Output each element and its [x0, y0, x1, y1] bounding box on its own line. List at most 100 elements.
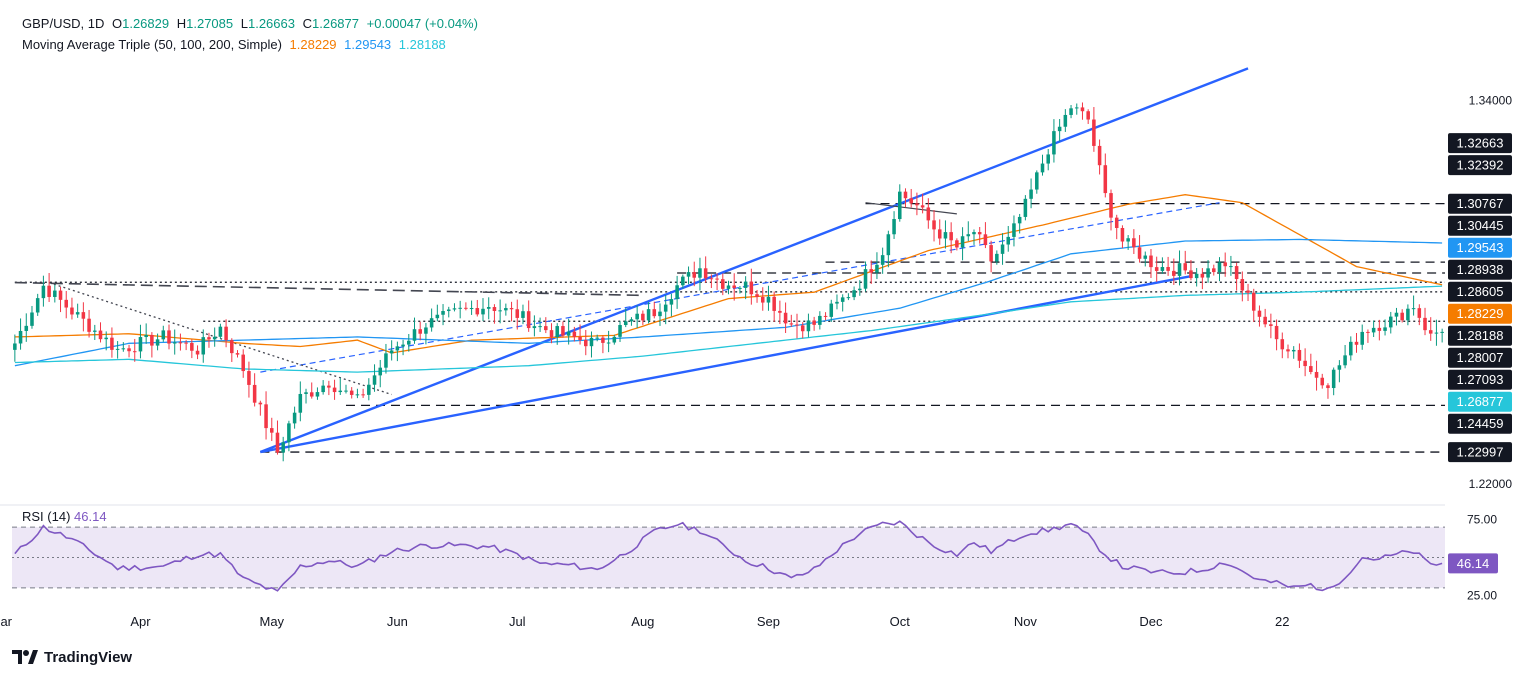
- footer-brand[interactable]: TradingView: [12, 648, 132, 666]
- candle-body: [355, 394, 360, 396]
- candle-body: [1132, 238, 1136, 248]
- candle-body: [349, 390, 354, 395]
- candle-body: [566, 331, 571, 336]
- candle-body: [367, 384, 371, 395]
- time-tick-label: May: [259, 614, 284, 629]
- candle-body: [1411, 308, 1416, 310]
- candle-body: [1069, 108, 1073, 115]
- candle-body: [829, 303, 834, 317]
- candle-body: [926, 207, 931, 221]
- rsi-tick-label: 75.00: [1467, 513, 1497, 527]
- candle-body: [18, 330, 23, 344]
- symbol-label[interactable]: GBP/USD, 1D: [22, 16, 105, 31]
- candle-body: [1240, 279, 1245, 291]
- price-label-box: [1448, 193, 1512, 214]
- candle-body: [852, 290, 856, 298]
- candle-body: [875, 264, 879, 273]
- candle-body: [321, 385, 325, 393]
- candle-body: [1428, 330, 1433, 334]
- candle-body: [287, 423, 291, 443]
- candle-body: [686, 272, 691, 277]
- candle-body: [47, 285, 51, 297]
- candle-body: [846, 297, 851, 299]
- candle-body: [880, 255, 885, 265]
- candle-body: [800, 325, 805, 332]
- candle-body: [304, 392, 308, 394]
- candle-body: [932, 220, 936, 230]
- candle-body: [538, 326, 542, 328]
- candle-body: [578, 336, 582, 340]
- candle-body: [1137, 247, 1142, 259]
- candle-body: [589, 337, 594, 347]
- candle-body: [943, 232, 948, 239]
- candle-body: [498, 310, 502, 312]
- candle-body: [1189, 270, 1193, 279]
- time-tick-label: Jul: [509, 614, 526, 629]
- candle-body: [1257, 310, 1262, 317]
- candle-body: [418, 329, 422, 334]
- price-label-box: [1448, 413, 1512, 434]
- candle-body: [1269, 324, 1273, 326]
- price-tick-label: 1.34000: [1469, 93, 1513, 107]
- candle-body: [35, 298, 40, 313]
- candle-body: [1423, 317, 1427, 331]
- time-axis[interactable]: Mar Apr May Jun Jul Aug Sep Oct Nov Dec 22: [0, 614, 1290, 629]
- candle-body: [909, 198, 913, 204]
- candle-body: [1166, 267, 1170, 271]
- candle-body: [892, 219, 896, 235]
- candle-body: [629, 319, 634, 322]
- candle-body: [1057, 126, 1062, 132]
- rsi-value-box: [1448, 553, 1498, 574]
- candle-body: [532, 326, 537, 329]
- candle-body: [332, 387, 337, 393]
- candle-body: [1383, 327, 1387, 331]
- time-tick-label: Dec: [1139, 614, 1163, 629]
- candle-body: [526, 311, 531, 329]
- trend-line: [865, 202, 957, 215]
- rsi-legend-value: 46.14: [74, 509, 107, 524]
- candle-body: [235, 353, 240, 355]
- candle-body: [658, 311, 662, 317]
- candle-body: [1286, 349, 1290, 352]
- candle-body: [475, 308, 480, 315]
- rsi-legend-label: RSI (14): [22, 509, 71, 524]
- candle-body: [53, 290, 57, 297]
- rsi-legend[interactable]: RSI (14) 46.14: [22, 509, 107, 524]
- rsi-tick-label: 25.00: [1467, 588, 1497, 602]
- rsi-value-label: 46.14: [1448, 553, 1498, 574]
- candle-body: [898, 191, 902, 220]
- price-label-box: [1448, 215, 1512, 236]
- candle-body: [1400, 312, 1404, 321]
- candle-body: [509, 308, 514, 310]
- candle-body: [378, 367, 383, 376]
- candle-body: [703, 268, 708, 279]
- price-label-box: [1448, 281, 1512, 302]
- candle-body: [1080, 107, 1085, 112]
- candle-body: [721, 279, 725, 289]
- open-key: O: [111, 16, 123, 31]
- time-tick-label: Jun: [387, 614, 408, 629]
- candle-body: [738, 287, 742, 289]
- rsi-axis[interactable]: 75.00 25.00: [1467, 513, 1497, 603]
- candle-body: [1149, 255, 1153, 268]
- candle-body: [1183, 263, 1188, 271]
- candle-body: [755, 294, 759, 298]
- price-labels: 1.32663 1.32392 1.30767 1.30445 1.29543 1.289…: [1448, 133, 1512, 463]
- candle-body: [344, 390, 348, 392]
- time-tick-label: Nov: [1014, 614, 1038, 629]
- candle-body: [1234, 266, 1239, 280]
- rsi-pane[interactable]: [12, 520, 1445, 592]
- candle-body: [669, 299, 674, 305]
- ma-legend[interactable]: Moving Average Triple (50, 100, 200, Sim…: [22, 37, 450, 52]
- candle-body: [840, 297, 845, 302]
- close-value: 1.26877: [312, 16, 359, 31]
- candle-body: [920, 205, 925, 208]
- price-pane[interactable]: [13, 67, 1445, 462]
- candle-body: [230, 340, 234, 354]
- price-label-text: 1.29543: [1457, 240, 1504, 255]
- candle-body: [1212, 268, 1216, 273]
- candle-body: [1417, 308, 1422, 318]
- candle-body: [258, 402, 263, 405]
- candle-body: [732, 285, 736, 289]
